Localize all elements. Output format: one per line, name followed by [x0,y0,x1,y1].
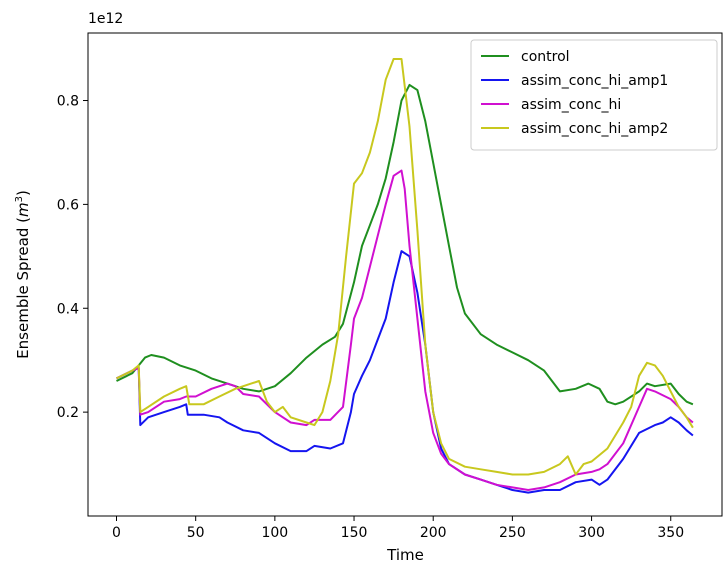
y-axis-label-close: ) [14,190,32,196]
y-tick-label: 0.8 [57,94,79,110]
series-line-assim-conc-hi-amp2 [116,58,694,476]
series-layer [116,58,694,494]
y-axis-label: Ensemble Spread (m3) [14,190,32,359]
x-tick-label: 350 [657,525,684,541]
series-line-control [116,83,694,406]
legend-label: assim_conc_hi_amp1 [521,73,668,89]
x-tick-label: 0 [112,525,121,541]
x-tick-label: 300 [578,525,605,541]
y-axis-label-main: Ensemble Spread ( [14,217,32,359]
x-tick-label: 200 [420,525,447,541]
y-axis-label-unit: m [14,202,32,217]
series-line-assim-conc-hi-amp1 [116,250,694,494]
x-tick-label: 100 [261,525,288,541]
x-tick-label: 150 [341,525,368,541]
x-axis-label: Time [386,546,424,564]
plot-area-frame [87,32,723,517]
legend-label: control [521,49,570,65]
x-tick-label: 50 [187,525,205,541]
x-tick-label: 250 [499,525,526,541]
legend: control assim_conc_hi_amp1 assim_conc_hias… [470,39,718,151]
axis-ticks: 0 50 100 150 200 250 300 350 0.2 0.4 0.6 0.8 [57,94,684,541]
legend-box [470,39,718,151]
legend-label: assim_conc_hi_amp2 [521,121,668,137]
y-tick-label: 0.4 [57,301,79,317]
y-tick-label: 0.6 [57,197,79,213]
y-tick-label: 0.2 [57,405,79,421]
series-line-assim-conc-hi [116,169,694,491]
legend-label: assim_conc_hi [521,97,621,113]
y-axis-label-exponent: 3 [14,196,25,202]
y-offset-label: 1e12 [88,11,123,27]
